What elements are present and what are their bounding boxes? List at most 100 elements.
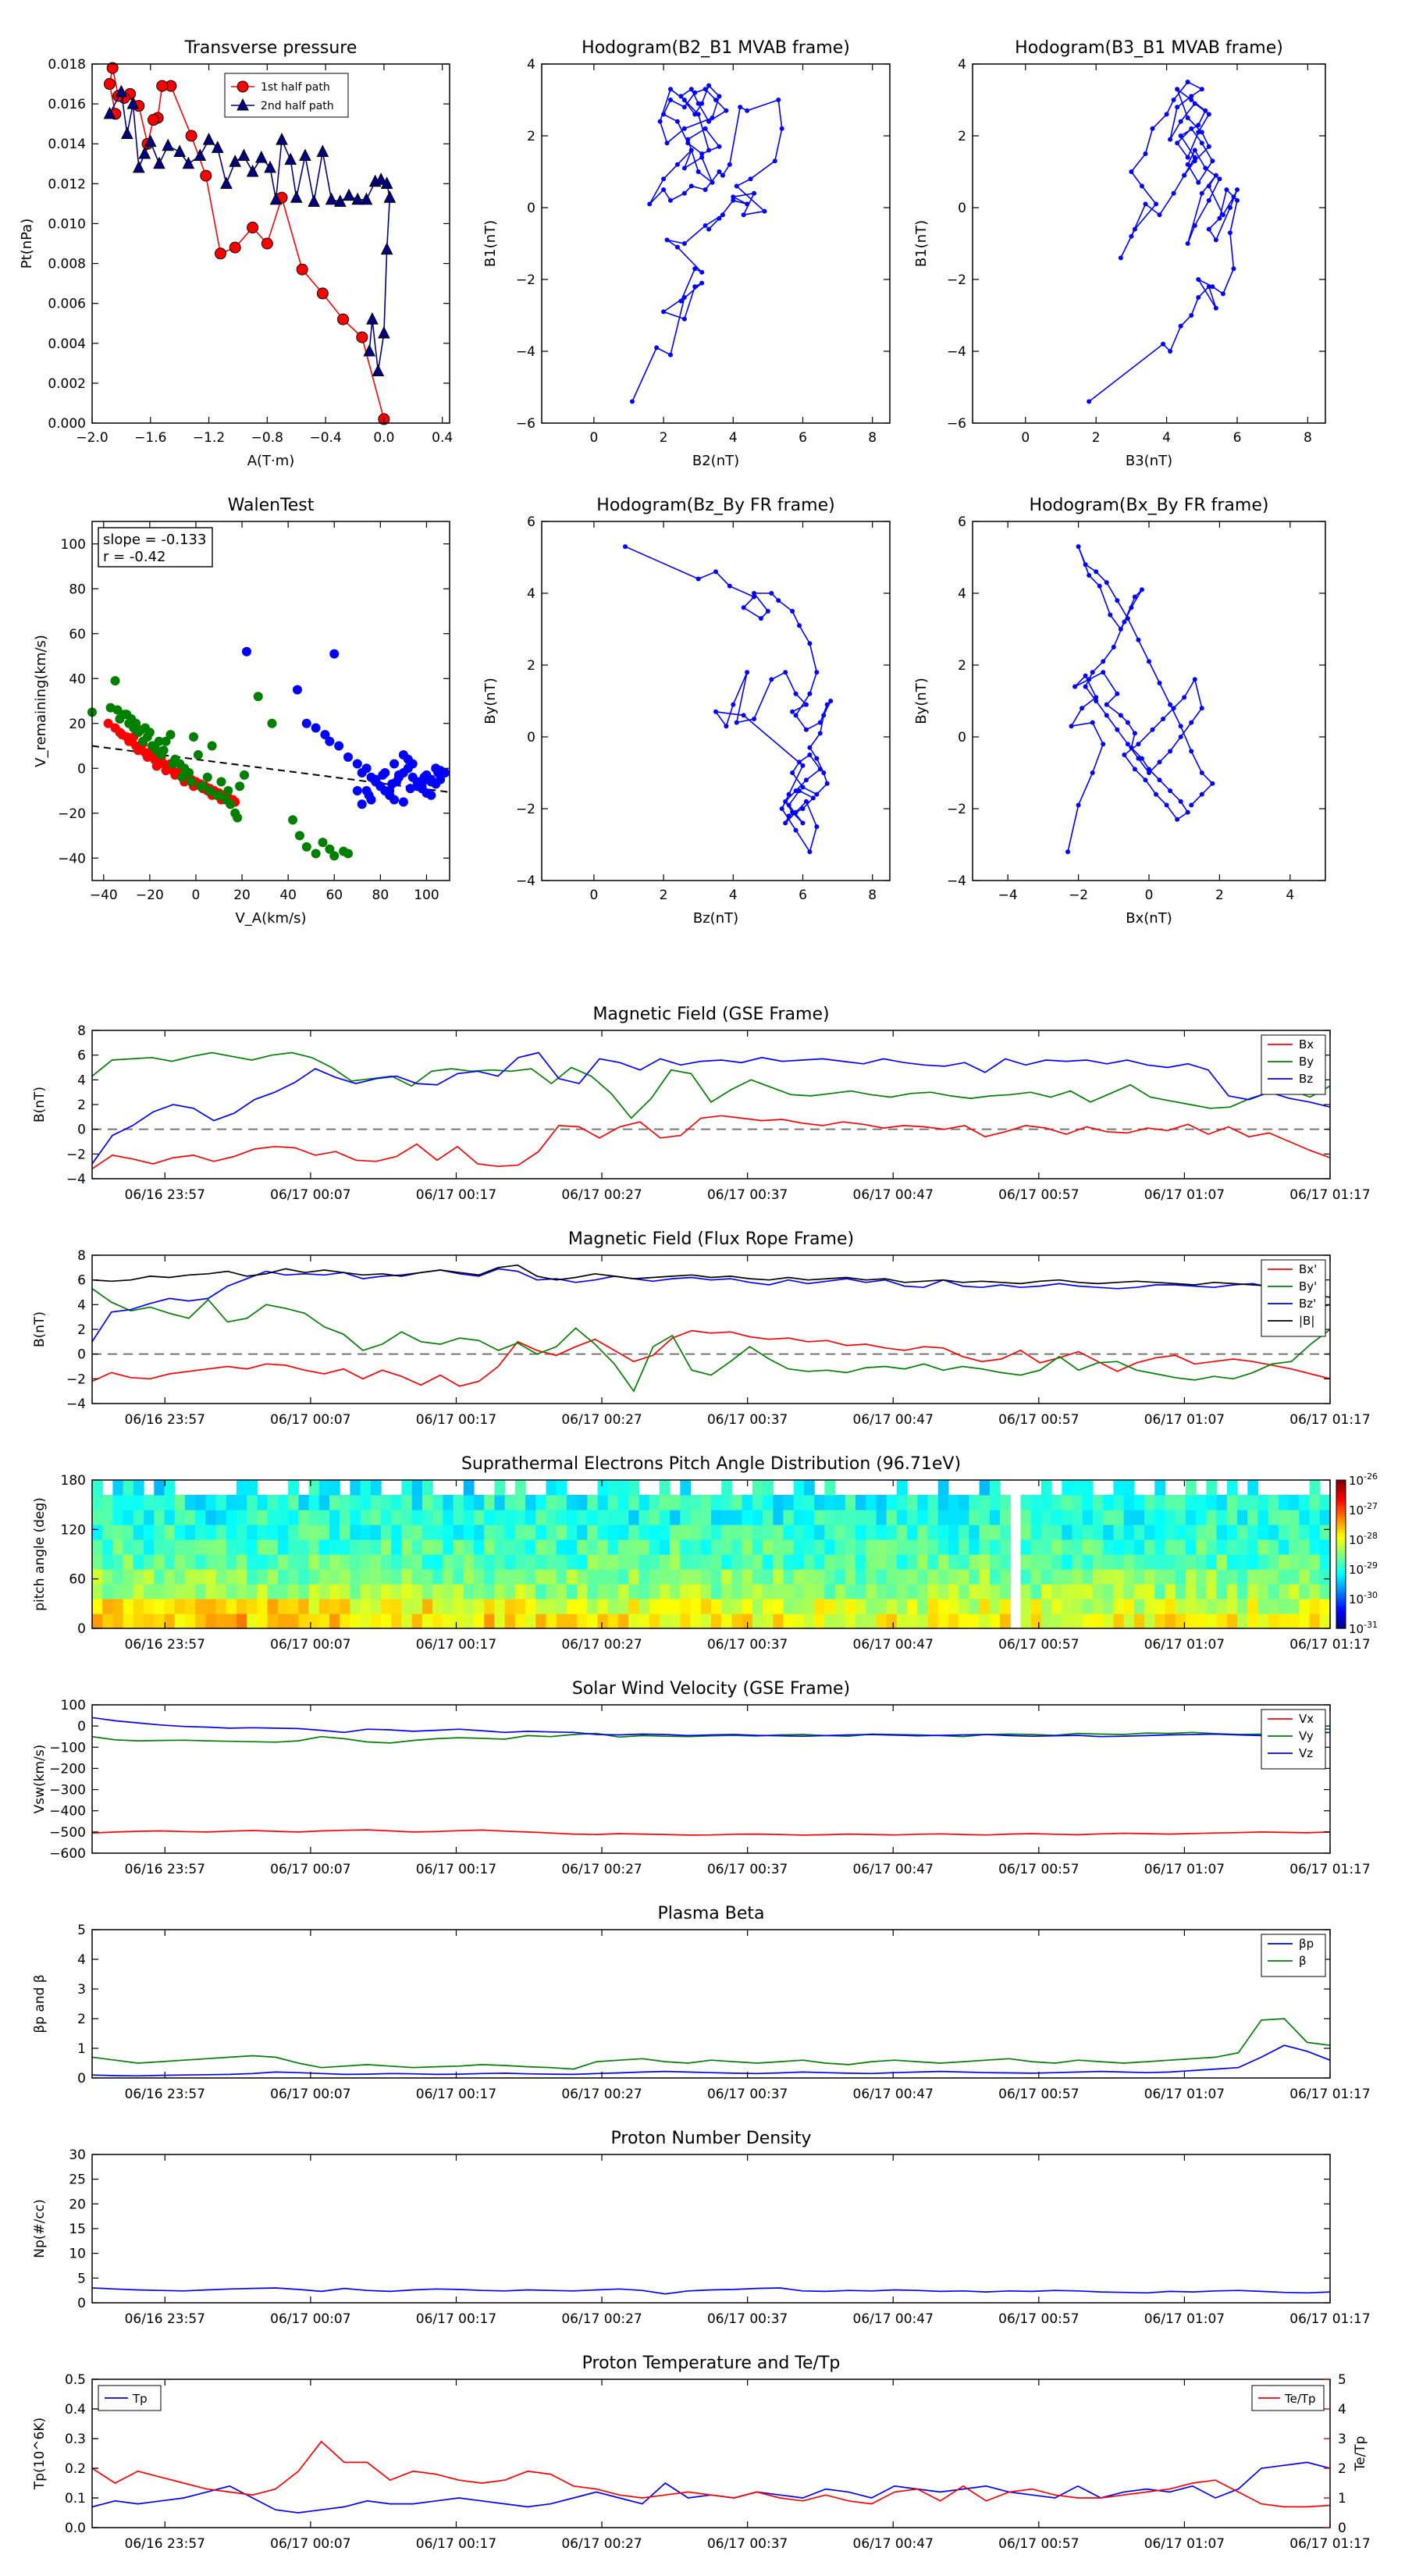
data-point — [741, 713, 746, 718]
heatmap-cell — [803, 1584, 815, 1599]
data-point — [699, 151, 705, 156]
heatmap-cell — [566, 1584, 578, 1599]
data-point — [713, 709, 718, 714]
time-tick-label: 06/16 23:57 — [125, 2536, 205, 2552]
data-point — [779, 126, 784, 131]
data-point — [148, 114, 160, 126]
data-point — [668, 197, 674, 203]
y-tick-label: 20 — [69, 2197, 86, 2212]
heatmap-cell — [308, 1554, 320, 1570]
heatmap-cell — [1020, 1584, 1032, 1599]
data-point — [103, 718, 113, 728]
heatmap-cell — [649, 1584, 660, 1599]
heatmap-cell — [504, 1525, 516, 1540]
data-point — [205, 786, 215, 795]
heatmap-cell — [154, 1599, 165, 1614]
x-tick-label: 8 — [868, 430, 877, 446]
data-point — [1199, 770, 1204, 775]
data-point — [790, 770, 795, 775]
heatmap-cell — [1062, 1569, 1073, 1585]
heatmap-cell — [1185, 1599, 1197, 1614]
data-point — [752, 717, 757, 721]
heatmap-cell — [1185, 1584, 1197, 1599]
y-tick-label: 4 — [77, 1073, 86, 1088]
heatmap-cell — [752, 1554, 763, 1570]
annotation-box — [98, 527, 213, 568]
heatmap-cell — [1309, 1599, 1321, 1614]
heatmap-cell — [1216, 1569, 1228, 1585]
heatmap-cell — [164, 1599, 176, 1614]
heatmap-cell — [979, 1539, 991, 1555]
heatmap-cell — [556, 1584, 567, 1599]
data-point — [824, 702, 830, 707]
heatmap-cell — [1093, 1584, 1104, 1599]
data-point — [1196, 277, 1201, 282]
x-tick-label: 2 — [1092, 430, 1101, 446]
colorbar-tick-base: 10 — [1349, 1503, 1364, 1517]
heatmap-cell — [350, 1480, 361, 1496]
heatmap-cell — [959, 1495, 970, 1510]
heatmap-cell — [1268, 1584, 1279, 1599]
heatmap-cell — [112, 1539, 124, 1555]
heatmap-cell — [577, 1525, 588, 1540]
heatmap-cell — [237, 1584, 247, 1599]
heatmap-cell — [690, 1554, 702, 1570]
heatmap-cell — [969, 1569, 980, 1585]
heatmap-cell — [381, 1584, 392, 1599]
heatmap-cell — [607, 1539, 619, 1555]
data-point — [803, 777, 809, 783]
heatmap-cell — [1103, 1599, 1115, 1614]
heatmap-cell — [370, 1599, 382, 1614]
y-tick-label: −2 — [516, 802, 535, 817]
legend-label: 2nd half path — [261, 100, 334, 112]
heatmap-cell — [1144, 1599, 1155, 1614]
heatmap-cell — [494, 1554, 506, 1570]
heatmap-cell — [370, 1480, 382, 1496]
time-tick-label: 06/17 01:07 — [1144, 1412, 1225, 1428]
data-point — [1087, 677, 1092, 682]
time-tick-label: 06/17 00:17 — [416, 2087, 496, 2102]
colorbar-cell — [1336, 1581, 1346, 1585]
heatmap-cell — [711, 1495, 722, 1510]
heatmap-cell — [845, 1614, 856, 1629]
data-point — [807, 641, 813, 646]
data-point — [235, 781, 245, 792]
data-point — [229, 155, 242, 167]
heatmap-cell — [937, 1539, 949, 1555]
heatmap-cell — [1196, 1539, 1207, 1555]
time-tick-label: 06/17 01:17 — [1289, 1187, 1370, 1203]
y-tick-label: −2 — [516, 272, 535, 288]
heatmap-cell — [546, 1539, 557, 1555]
data-point — [828, 699, 834, 703]
y-tick-label: 10 — [69, 2247, 86, 2262]
data-point — [769, 591, 774, 596]
heatmap-cell — [886, 1584, 898, 1599]
heatmap-cell — [1072, 1584, 1083, 1599]
heatmap-cell — [597, 1554, 609, 1570]
time-tick-label: 06/17 00:07 — [270, 1187, 350, 1203]
heatmap-cell — [318, 1480, 330, 1496]
heatmap-cell — [587, 1525, 599, 1540]
heatmap-cell — [1237, 1599, 1248, 1614]
heatmap-cell — [546, 1480, 557, 1496]
y-tick-label: 0.016 — [48, 97, 86, 112]
data-point — [1157, 212, 1162, 218]
heatmap-cell — [1123, 1614, 1135, 1629]
time-tick-label: 06/17 00:57 — [998, 1862, 1079, 1877]
y-tick-label: −2 — [66, 1147, 86, 1162]
heatmap-cell — [1000, 1495, 1011, 1510]
heatmap-cell — [1247, 1569, 1259, 1585]
data-point — [173, 144, 186, 157]
heatmap-cell — [257, 1569, 269, 1585]
heatmap-cell — [411, 1495, 423, 1510]
heatmap-cell — [814, 1584, 825, 1599]
heatmap-cell — [463, 1539, 475, 1555]
data-point — [165, 730, 176, 740]
plot-frame — [91, 2154, 1331, 2304]
data-point — [758, 616, 763, 621]
heatmap-cell — [1257, 1525, 1269, 1540]
heatmap-cell — [917, 1495, 929, 1510]
heatmap-cell — [814, 1554, 825, 1570]
heatmap-cell — [959, 1599, 970, 1614]
series-line-0 — [631, 84, 783, 402]
